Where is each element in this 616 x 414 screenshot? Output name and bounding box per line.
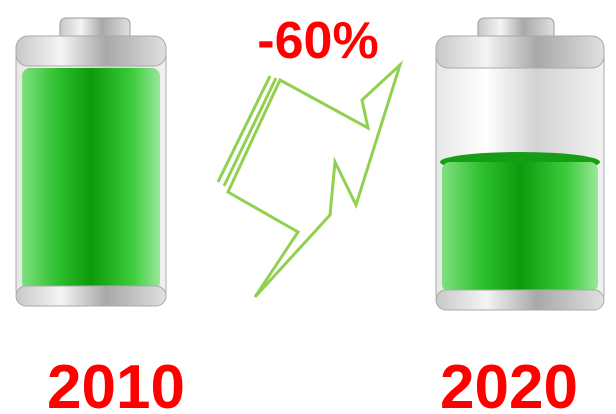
year-label: 2020 [440, 353, 578, 414]
battery-partial [436, 18, 604, 310]
year-label: 2010 [47, 353, 185, 414]
infographic: -60% 2010 2020 [0, 0, 616, 414]
decline-arrow [218, 65, 400, 297]
battery-full [16, 18, 166, 306]
change-label: -60% [257, 12, 378, 70]
